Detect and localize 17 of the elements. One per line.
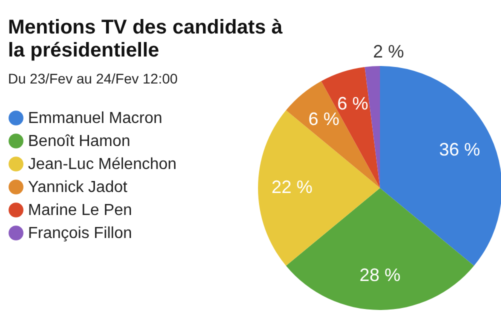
legend-label: Jean-Luc Mélenchon: [28, 156, 177, 173]
data-label: 6 %: [337, 93, 368, 114]
legend-label: Emmanuel Macron: [28, 110, 162, 127]
legend-label: Yannick Jadot: [28, 179, 128, 196]
legend-label: François Fillon: [28, 225, 132, 242]
text: Du 23/Fev au 24/Fev 12:00: [8, 70, 178, 86]
data-label: 2 %: [373, 41, 404, 62]
legend-label: Benoît Hamon: [28, 133, 130, 150]
data-label: 22 %: [271, 177, 313, 197]
data-label: 6 %: [308, 109, 340, 130]
pie-slice: [380, 66, 501, 266]
pie-slice: [321, 66, 380, 188]
chart-title: Mentions TV des candidats à la présidentielle: [8, 16, 284, 62]
data-label: 36 %: [439, 140, 480, 160]
data-label: 28 %: [359, 265, 401, 285]
legend-label: Marine Le Pen: [28, 202, 132, 219]
pie-slice: [258, 110, 380, 266]
